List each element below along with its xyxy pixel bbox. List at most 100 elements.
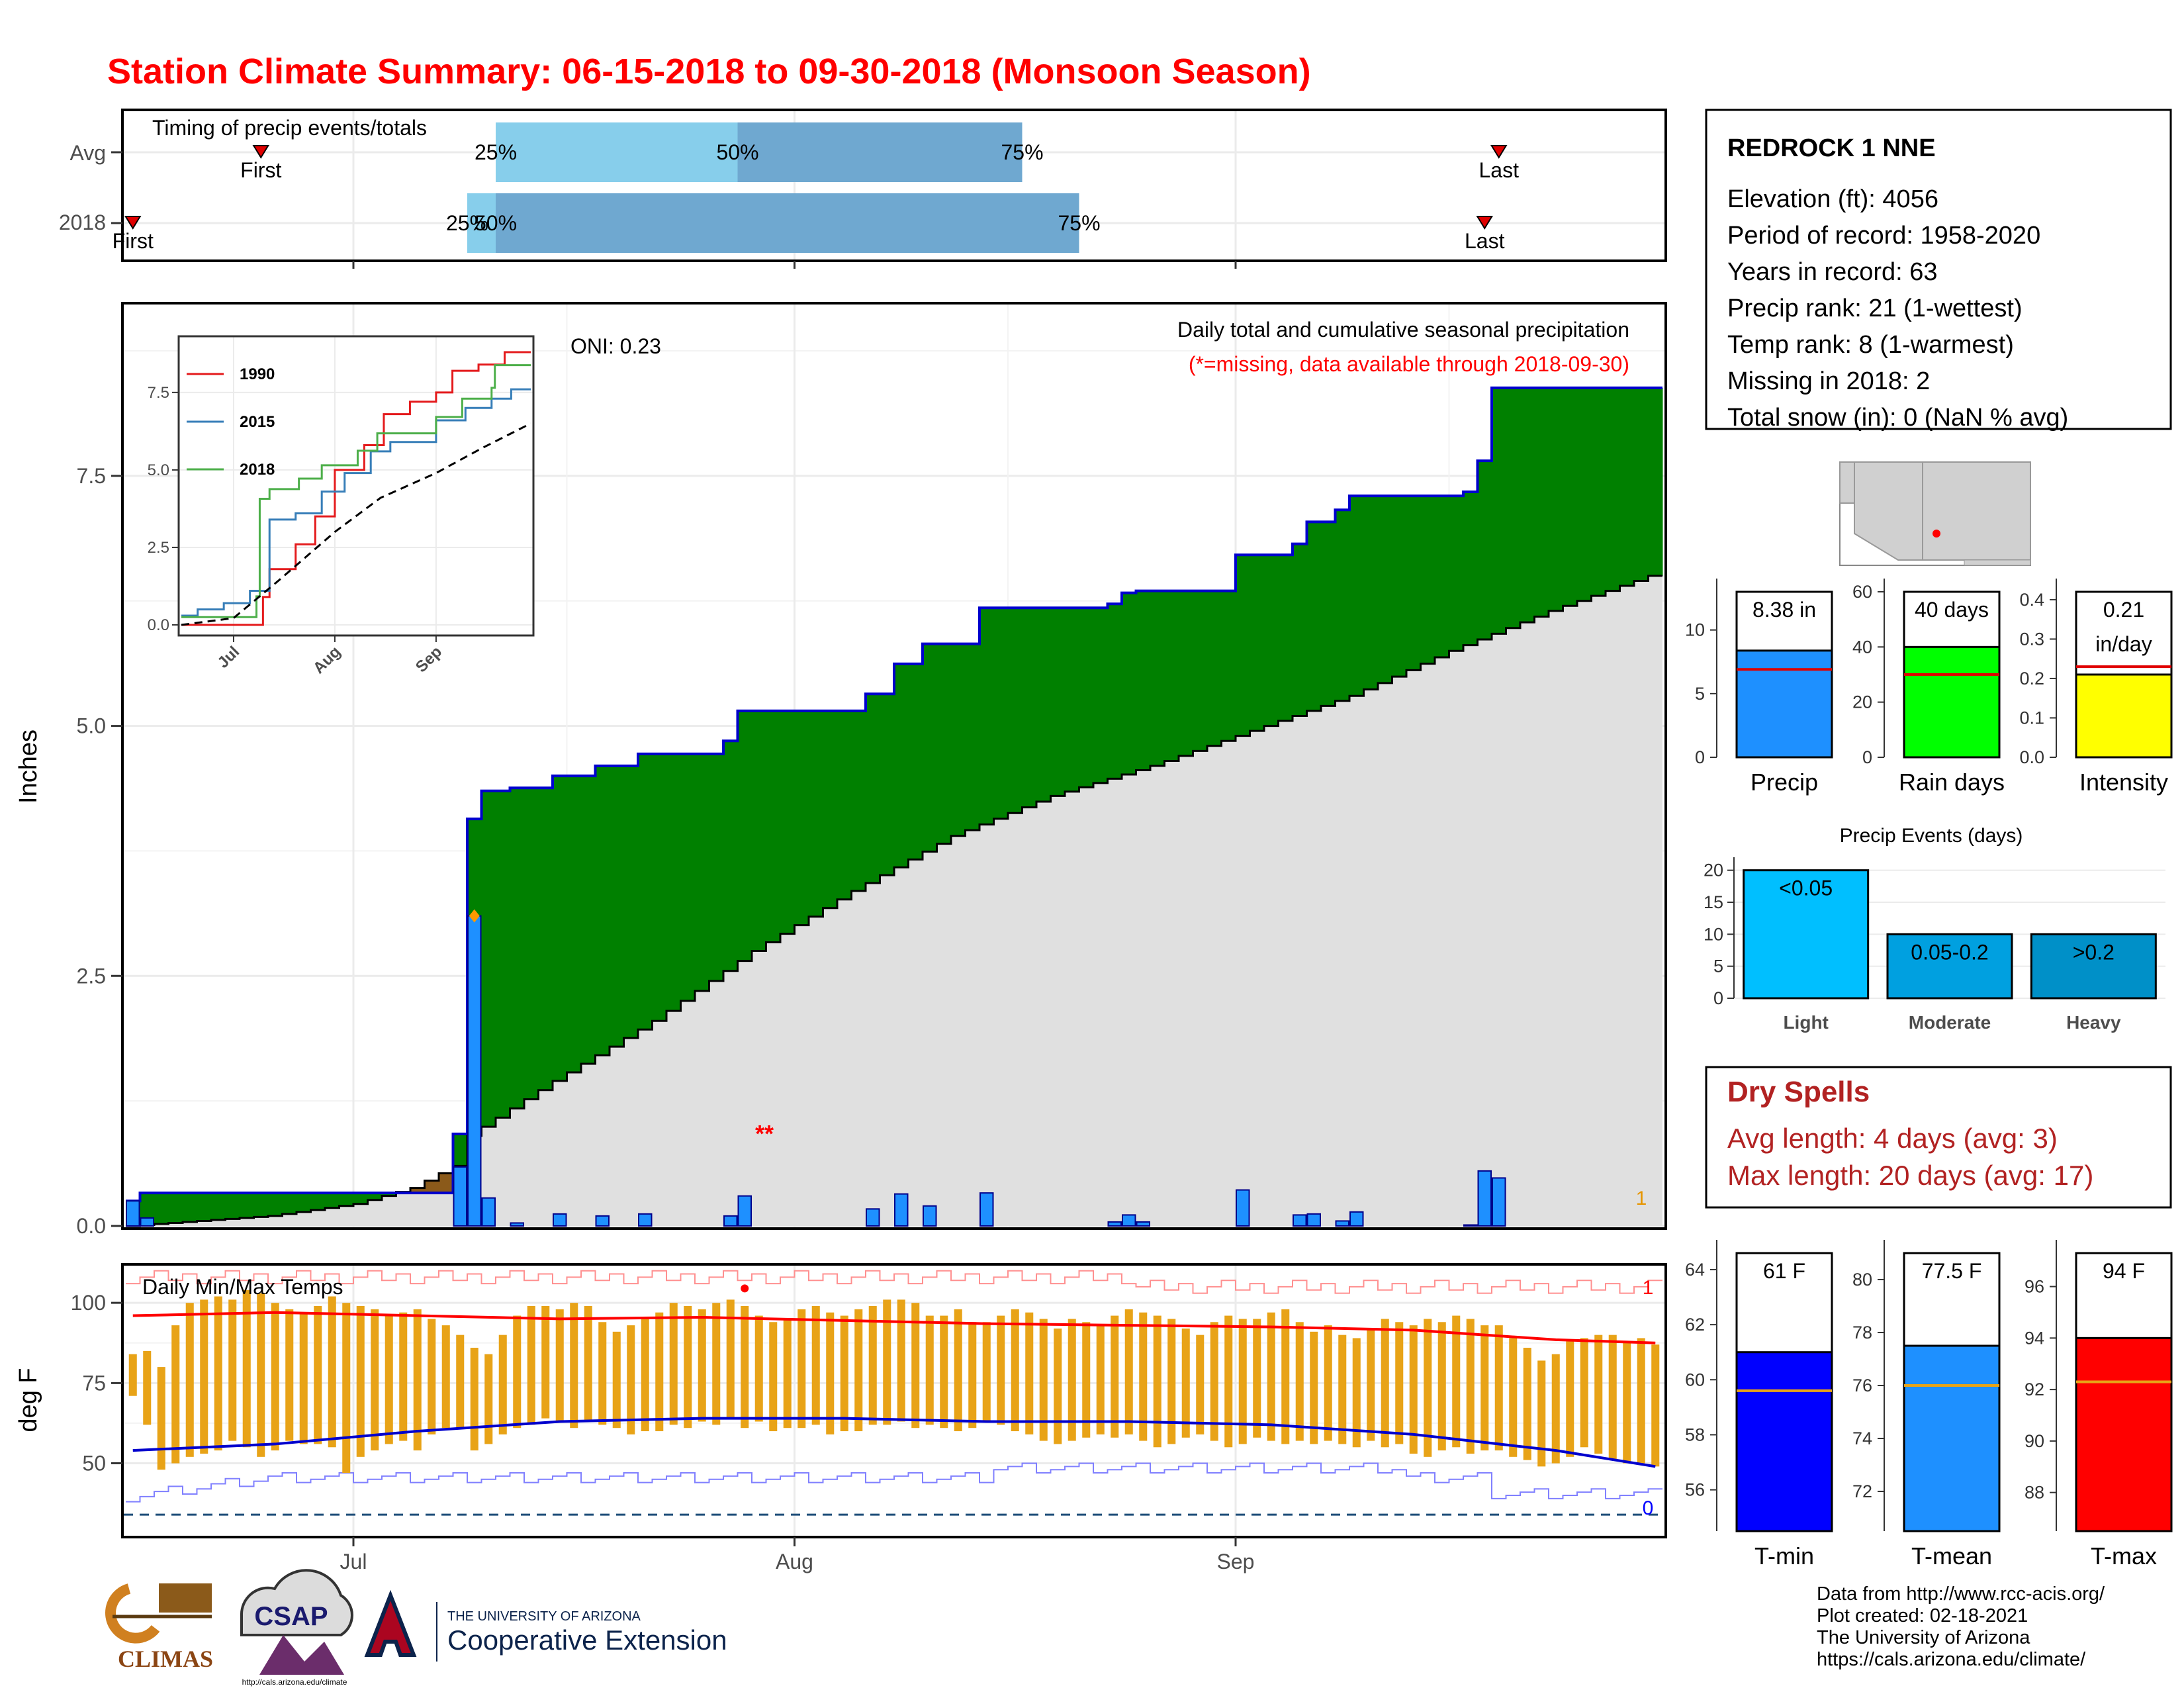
surplus-area-segment bbox=[1577, 387, 1592, 601]
timing-avg-p25-label: 25% bbox=[475, 140, 517, 164]
surplus-area-segment bbox=[638, 753, 653, 1030]
inset-bg bbox=[179, 336, 533, 635]
daily-temp-range-bar bbox=[1338, 1335, 1347, 1444]
surplus-area-segment bbox=[1619, 387, 1635, 586]
temp-count-high: 1 bbox=[1643, 1277, 1654, 1299]
inset-y-tick-label: 5.0 bbox=[148, 461, 169, 479]
surplus-area-segment bbox=[1420, 496, 1435, 664]
daily-temp-range-bar bbox=[1437, 1322, 1446, 1451]
surplus-area-segment bbox=[1463, 492, 1478, 645]
daily-temp-range-bar bbox=[826, 1312, 835, 1434]
temp-count-low: 0 bbox=[1643, 1497, 1654, 1519]
record-max-marker bbox=[741, 1284, 749, 1293]
daily-temp-range-bar bbox=[143, 1350, 152, 1425]
daily-precip-bar bbox=[723, 1215, 738, 1227]
precip-total-y-tick-label: 10 bbox=[1685, 620, 1705, 640]
date-x-tick-label: Jul bbox=[340, 1550, 367, 1573]
precip-annotation-note: (*=missing, data available through 2018-… bbox=[1189, 352, 1629, 376]
temp-title: Daily Min/Max Temps bbox=[142, 1275, 343, 1299]
daily-temp-range-bar bbox=[1480, 1325, 1489, 1451]
daily-precip-bar bbox=[1463, 1224, 1478, 1227]
events-title: Precip Events (days) bbox=[1840, 825, 2023, 847]
inset-frame bbox=[177, 335, 535, 637]
temp-tmax-bar bbox=[2075, 1336, 2173, 1532]
temp-tmean-bar bbox=[1903, 1344, 2001, 1532]
daily-temp-range-bar bbox=[399, 1312, 408, 1441]
daily-temp-range-bar bbox=[555, 1309, 564, 1422]
timing-2018-p25-label: 25% bbox=[446, 211, 488, 235]
surplus-area-segment bbox=[1036, 608, 1051, 802]
daily-temp-range-bar bbox=[570, 1303, 578, 1429]
temp-tmean-value-text: 77.5 F bbox=[1922, 1259, 1982, 1283]
surplus-area-segment bbox=[296, 1193, 311, 1212]
temp-tmax-y-tick-label: 96 bbox=[2025, 1277, 2044, 1297]
daily-temp-range-bar bbox=[128, 1354, 137, 1396]
daily-precip-bar bbox=[481, 1197, 496, 1227]
temp-tmax-value-text: 94 F bbox=[2103, 1259, 2145, 1283]
daily-temp-range-bar bbox=[1054, 1328, 1062, 1444]
rain-days-bar bbox=[1903, 645, 2001, 759]
timing-avg-last-marker bbox=[1490, 145, 1508, 159]
map-neighbor-west bbox=[1839, 461, 1855, 504]
surplus-area-segment bbox=[737, 710, 752, 961]
intensity-value-text: in/day bbox=[2095, 632, 2152, 656]
daily-temp-range-bar bbox=[342, 1303, 351, 1474]
precip-y-label: Inches bbox=[15, 729, 42, 804]
daily-temp-range-bar bbox=[997, 1315, 1005, 1425]
daily-temp-range-bar bbox=[1381, 1319, 1389, 1448]
surplus-area-segment bbox=[1050, 608, 1066, 796]
events-y-tick-label: 0 bbox=[1713, 988, 1723, 1008]
daily-temp-range-bar bbox=[1324, 1325, 1332, 1441]
events-bar-label: >0.2 bbox=[2073, 940, 2115, 964]
daily-precip-bar bbox=[1236, 1189, 1250, 1227]
temp-tmax-y-tick-label: 92 bbox=[2025, 1380, 2044, 1399]
dry-spells-title: Dry Spells bbox=[1727, 1076, 1870, 1108]
precip-total-y-tick-label: 5 bbox=[1695, 684, 1705, 704]
surplus-area-segment bbox=[353, 1193, 368, 1204]
surplus-area-segment bbox=[1278, 555, 1293, 722]
daily-temp-range-bar bbox=[1395, 1322, 1404, 1444]
temp-tmax-label: T-max bbox=[2091, 1542, 2157, 1570]
temp-tmax-y-tick-label: 94 bbox=[2025, 1328, 2044, 1348]
precip-y-tick-label: 7.5 bbox=[77, 464, 106, 488]
surplus-area-segment bbox=[979, 608, 994, 825]
temp-tmin-y-tick-label: 62 bbox=[1685, 1315, 1705, 1335]
chart-title: Station Climate Summary: 06-15-2018 to 0… bbox=[107, 52, 1311, 91]
surplus-area-segment bbox=[1293, 543, 1307, 716]
intensity-value-text: 0.21 bbox=[2103, 598, 2144, 622]
daily-temp-range-bar bbox=[754, 1315, 763, 1422]
daily-temp-range-bar bbox=[1509, 1338, 1518, 1457]
surplus-area-segment bbox=[367, 1193, 383, 1200]
surplus-area-segment bbox=[1179, 590, 1193, 756]
temp-tmin-y-tick-label: 58 bbox=[1685, 1425, 1705, 1444]
avg-cumulative-line bbox=[126, 575, 1662, 1227]
daily-temp-range-bar bbox=[726, 1299, 735, 1419]
daily-temp-range-bar bbox=[1424, 1319, 1432, 1457]
temp-tmin-y-tick-label: 64 bbox=[1685, 1260, 1705, 1280]
daily-temp-range-bar bbox=[940, 1315, 948, 1429]
daily-temp-range-bar bbox=[1367, 1328, 1375, 1441]
csap-mountains bbox=[259, 1635, 344, 1675]
surplus-area-segment bbox=[282, 1193, 297, 1214]
surplus-area-segment bbox=[695, 753, 709, 991]
precip-events-chart: Precip Events (days) 0 5 10 15 20 <0.05 Light 0… bbox=[1704, 825, 2165, 1033]
surplus-area-segment bbox=[851, 710, 866, 891]
surplus-area-segment bbox=[325, 1193, 340, 1208]
surplus-area-segment bbox=[1250, 555, 1265, 731]
temp-y-tick-label: 75 bbox=[82, 1371, 106, 1395]
surplus-area-segment bbox=[1335, 510, 1350, 701]
surplus-area-segment bbox=[993, 608, 1009, 819]
daily-temp-range-bar bbox=[1196, 1335, 1205, 1434]
precip-areas bbox=[126, 386, 1663, 1227]
events-bar-label: <0.05 bbox=[1779, 876, 1833, 900]
temp-y-label: deg F bbox=[15, 1368, 42, 1432]
daily-temp-range-bar bbox=[1124, 1309, 1133, 1434]
surplus-area-segment bbox=[1207, 590, 1222, 746]
timing-2018-p50-label: 50% bbox=[475, 211, 517, 235]
daily-temp-range-bar bbox=[527, 1306, 535, 1425]
daily-temp-range-bar bbox=[299, 1312, 308, 1444]
surplus-area-segment bbox=[1122, 592, 1136, 774]
daily-temp-range-bar bbox=[1637, 1338, 1645, 1464]
